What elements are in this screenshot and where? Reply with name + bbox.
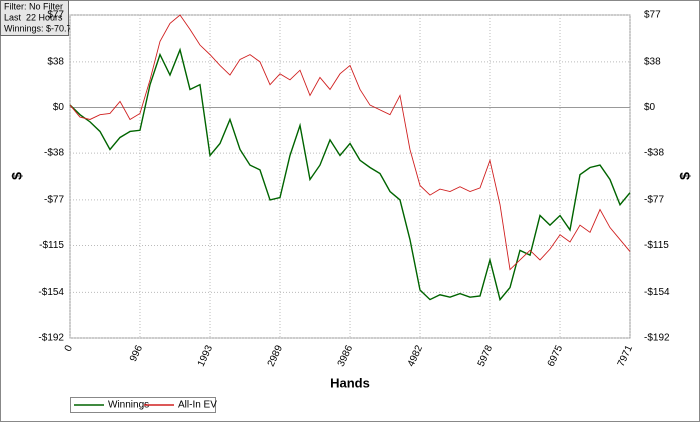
x-axis-title: Hands <box>330 375 370 390</box>
y2-tick-label: -$192 <box>644 333 670 344</box>
y-tick-label: -$77 <box>44 195 64 206</box>
info-line: Last 22 Hours <box>4 12 63 22</box>
plot-area <box>69 14 631 339</box>
y-tick-label: $77 <box>47 10 64 21</box>
y-tick-label: $0 <box>53 102 65 113</box>
y-tick-label: -$38 <box>44 148 64 159</box>
y2-axis-title: $ <box>677 172 693 180</box>
y2-tick-label: -$77 <box>644 195 664 206</box>
y-axis-title: $ <box>9 172 25 180</box>
series-line <box>69 14 631 271</box>
y2-tick-label: -$38 <box>644 148 664 159</box>
y2-tick-label: $0 <box>644 102 656 113</box>
y-tick-label: -$115 <box>39 240 64 251</box>
legend-label: All-In EV <box>178 400 217 411</box>
y2-tick-label: $77 <box>644 10 661 21</box>
x-tick-label: 0 <box>63 343 76 353</box>
y2-tick-label: -$115 <box>644 240 669 251</box>
info-line: Winnings: $-70.70 <box>4 23 77 33</box>
y-tick-label: -$192 <box>38 333 64 344</box>
y2-tick-label: $38 <box>644 56 661 67</box>
info-box <box>0 0 69 36</box>
y-tick-label: $38 <box>47 56 64 67</box>
legend-label: Winnings <box>108 400 149 411</box>
y2-tick-label: -$154 <box>644 287 670 298</box>
info-line: Filter: No Filter <box>4 1 63 11</box>
legend <box>70 397 216 413</box>
series-line <box>69 47 631 302</box>
y-tick-label: -$154 <box>38 287 64 298</box>
